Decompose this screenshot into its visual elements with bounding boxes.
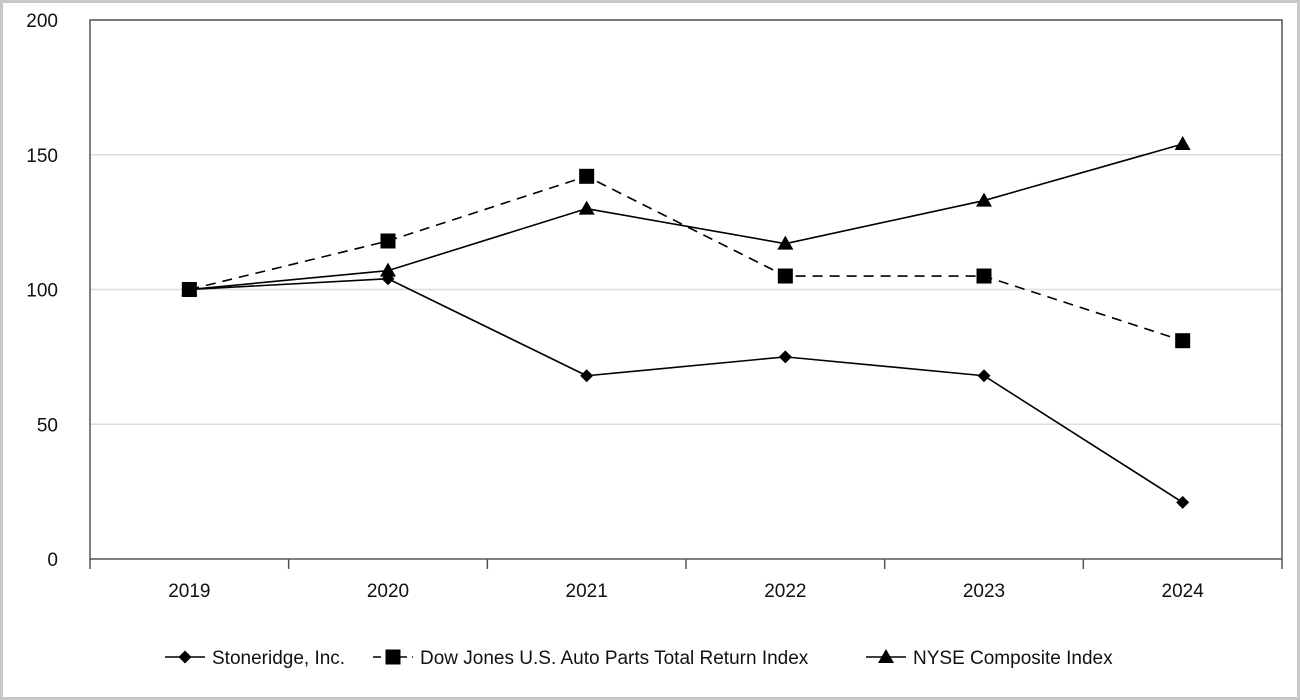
y-tick-label-50: 50 xyxy=(37,415,58,436)
y-tick-label-0: 0 xyxy=(47,550,58,571)
point-stoneridge-inc-2022 xyxy=(778,350,792,364)
legend-marker-square xyxy=(385,649,401,665)
legend-marker-triangle xyxy=(878,649,894,663)
x-tick-label-2023: 2023 xyxy=(963,581,1005,602)
series-layer xyxy=(181,135,1191,509)
series-dow-jones-u-s-auto-parts-total-return-index xyxy=(181,168,1191,349)
point-nyse-composite-index-2021 xyxy=(578,200,595,215)
point-nyse-composite-index-2023 xyxy=(976,192,992,207)
x-tick-label-2021: 2021 xyxy=(566,581,608,602)
legend-item-stoneridge-inc: Stoneridge, Inc. xyxy=(165,648,345,669)
point-nyse-composite-index-2022 xyxy=(777,235,794,250)
point-nyse-composite-index-2020 xyxy=(380,262,396,277)
x-tick-label-2019: 2019 xyxy=(168,581,210,602)
legend-item-dow-jones-u-s-auto-parts-total-return-index: Dow Jones U.S. Auto Parts Total Return I… xyxy=(373,648,809,669)
series-line-dow-jones-u-s-auto-parts-total-return-index xyxy=(189,175,1183,342)
point-stoneridge-inc-2021 xyxy=(580,369,594,383)
legend: Stoneridge, Inc. Dow Jones U.S. Auto Part… xyxy=(165,648,1113,669)
legend-label: NYSE Composite Index xyxy=(913,648,1113,669)
gridlines xyxy=(90,19,1282,425)
point-stoneridge-inc-2023 xyxy=(977,369,991,383)
series-line-stoneridge-inc xyxy=(189,277,1184,504)
y-tick-label-100: 100 xyxy=(26,281,58,302)
x-tick-label-2024: 2024 xyxy=(1162,581,1205,602)
legend-label: Stoneridge, Inc. xyxy=(212,648,345,669)
series-line-nyse-composite-index xyxy=(189,143,1183,291)
legend-label: Dow Jones U.S. Auto Parts Total Return I… xyxy=(420,648,809,669)
y-tick-label-200: 200 xyxy=(26,11,58,32)
legend-marker-diamond xyxy=(178,650,192,664)
point-dow-jones-u-s-auto-parts-total-return-index-2021 xyxy=(579,168,595,184)
x-tick-label-2020: 2020 xyxy=(367,581,409,602)
series-stoneridge-inc xyxy=(182,272,1190,509)
point-dow-jones-u-s-auto-parts-total-return-index-2022 xyxy=(777,268,793,284)
point-dow-jones-u-s-auto-parts-total-return-index-2023 xyxy=(976,268,992,284)
point-dow-jones-u-s-auto-parts-total-return-index-2020 xyxy=(380,233,396,249)
y-tick-label-150: 150 xyxy=(26,146,58,167)
point-stoneridge-inc-2024 xyxy=(1176,495,1190,509)
point-dow-jones-u-s-auto-parts-total-return-index-2024 xyxy=(1175,333,1191,349)
point-dow-jones-u-s-auto-parts-total-return-index-2019 xyxy=(181,282,197,297)
series-nyse-composite-index xyxy=(181,135,1191,296)
point-nyse-composite-index-2024 xyxy=(1174,135,1191,150)
axes: 0 50 100 150 200 2019 2020 2021 2022 2023 2024 xyxy=(26,11,1283,602)
x-tick-label-2022: 2022 xyxy=(764,581,806,602)
legend-item-nyse-composite-index: NYSE Composite Index xyxy=(866,648,1113,669)
